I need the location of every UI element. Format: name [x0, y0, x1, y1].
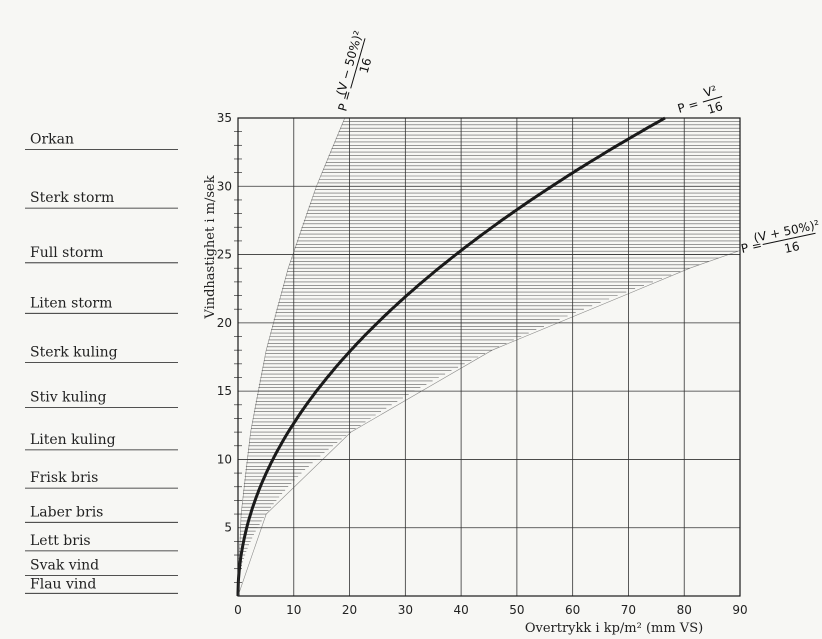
plot-grid — [234, 117, 741, 597]
svg-text:16: 16 — [783, 239, 801, 256]
y-tick-label: 25 — [217, 248, 232, 262]
formula-main-annotation: P = V² 16 — [676, 83, 725, 117]
svg-text:P =: P = — [676, 97, 700, 116]
beaufort-label: Flau vind — [30, 576, 96, 592]
x-tick-label: 40 — [453, 603, 468, 617]
beaufort-label: Frisk bris — [30, 470, 98, 486]
svg-text:16: 16 — [706, 99, 725, 117]
x-tick-label: 60 — [565, 603, 580, 617]
beaufort-label: Orkan — [30, 131, 74, 147]
beaufort-label: Liten kuling — [30, 432, 116, 448]
beaufort-scale: Orkan Sterk storm Full storm Liten storm Ste… — [25, 131, 178, 594]
y-axis-title: Vindhastighet i m/sek — [203, 175, 218, 319]
beaufort-label: Liten storm — [30, 295, 112, 311]
y-tick-label: 10 — [217, 452, 232, 466]
svg-text:P =: P = — [335, 89, 354, 113]
beaufort-label: Laber bris — [30, 504, 103, 520]
beaufort-label: Full storm — [30, 245, 103, 261]
curve-minus-50 — [237, 117, 346, 597]
curve-p-v2-16 — [236, 116, 666, 596]
x-tick-label: 0 — [234, 603, 242, 617]
formula-minus-annotation: P = (V − 50%)² 16 — [334, 29, 375, 113]
axis-tick-labels: 0 10 20 30 40 50 60 70 80 90 5 10 15 20 25 30 35 — [217, 111, 748, 617]
y-tick-label: 20 — [217, 316, 232, 330]
beaufort-label: Sterk kuling — [30, 345, 118, 361]
svg-text:V²: V² — [702, 83, 719, 100]
svg-text:16: 16 — [357, 56, 375, 75]
y-tick-label: 15 — [217, 384, 232, 398]
x-tick-label: 30 — [398, 603, 413, 617]
y-tick-label: 5 — [224, 521, 232, 535]
plot-frame — [237, 117, 741, 597]
curve-plus-50 — [237, 250, 741, 597]
beaufort-label: Lett bris — [30, 533, 91, 549]
x-axis-title: Overtrykk i kp/m² (mm VS) — [525, 621, 703, 636]
x-tick-label: 20 — [342, 603, 357, 617]
x-tick-label: 90 — [732, 603, 747, 617]
beaufort-label: Sterk storm — [30, 190, 114, 206]
svg-text:P =: P = — [740, 238, 764, 256]
y-tick-label: 35 — [217, 111, 232, 125]
beaufort-label: Stiv kuling — [30, 390, 107, 406]
y-tick-label: 30 — [217, 179, 232, 193]
x-tick-label: 10 — [286, 603, 301, 617]
x-tick-label: 80 — [677, 603, 692, 617]
x-tick-label: 50 — [509, 603, 524, 617]
pressure-curves — [236, 116, 741, 597]
beaufort-label: Svak vind — [30, 558, 99, 574]
x-tick-label: 70 — [621, 603, 636, 617]
formula-plus-annotation: P = (V + 50%)² 16 — [740, 217, 821, 256]
